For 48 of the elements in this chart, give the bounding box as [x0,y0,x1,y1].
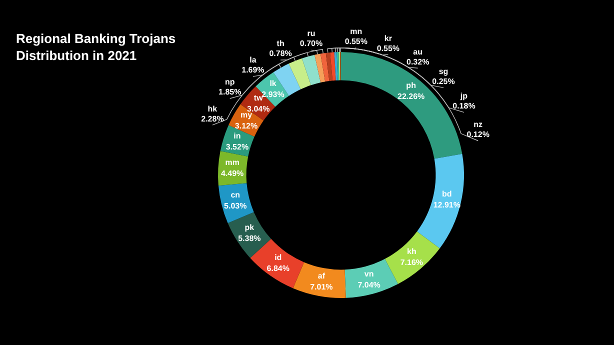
slice-label: bd [442,189,452,198]
data-label: 7.01% [310,282,333,292]
slice-label: ru [307,29,316,38]
slice-label: tw [254,93,264,102]
slice-label: nz [474,120,483,129]
data-label: 2.28% [201,114,224,124]
slice-label: sg [438,66,448,76]
data-label: 1.69% [242,66,264,75]
data-label: 22.26% [398,92,425,101]
slice-label: in [234,131,241,140]
data-label: 3.12% [234,122,258,131]
data-label: 0.55% [344,36,368,46]
data-label: 0.25% [432,76,455,86]
data-label: 0.78% [269,49,292,58]
data-label: 5.03% [224,202,247,211]
slice-label: kh [407,246,416,256]
data-label: 0.55% [376,44,400,53]
slice-label: au [413,47,423,56]
slice-label: th [276,39,284,48]
data-label: 0.18% [452,102,476,111]
slice-label: lk [270,79,277,88]
data-label: 0.32% [406,57,430,66]
slice-label: id [274,253,282,262]
data-label: 0.70% [300,39,323,48]
data-label: 7.16% [400,258,424,267]
data-label: 3.52% [226,142,249,152]
data-label: 3.04% [247,104,270,114]
data-label: 0.12% [466,130,490,139]
slice-label: vn [364,269,374,278]
slice-label: la [250,56,257,65]
slice-label: cn [230,190,240,200]
data-label: 7.04% [358,280,380,290]
slice-label: mm [225,158,240,168]
data-label: 1.85% [218,88,242,97]
slice-label: ph [406,80,416,90]
data-label: 5.38% [238,234,261,244]
slice-label: hk [208,104,218,114]
data-label: 6.84% [266,264,290,274]
slice-label: pk [244,223,255,232]
slice-label: jp [459,92,468,101]
slice-label: mn [350,26,362,36]
data-label: 12.91% [433,200,460,210]
data-label: 4.49% [220,169,244,178]
slice-label: af [318,271,326,280]
slice-label: my [240,110,253,120]
text: Regional Banking Trojans Distribution in 2021 [16,30,176,64]
slice-label: np [224,78,235,87]
slice-label: kr [384,34,392,43]
